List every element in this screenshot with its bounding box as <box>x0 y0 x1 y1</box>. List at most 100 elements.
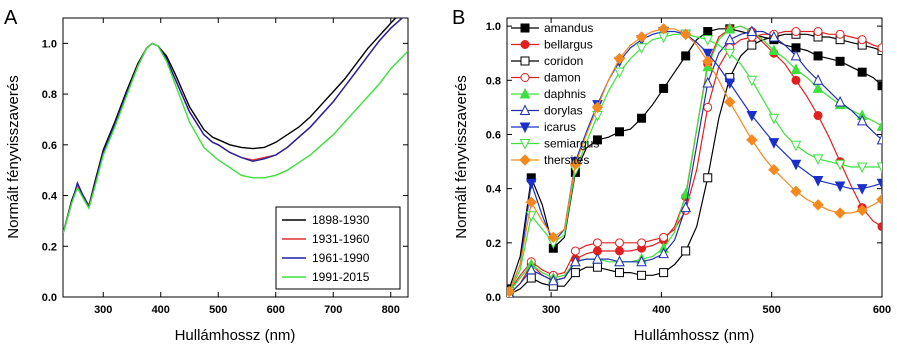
series-line-semiargus <box>508 33 882 292</box>
y-tick-label: 0.6 <box>486 129 501 141</box>
data-point-coridon <box>681 246 691 256</box>
plot-frame-b <box>506 17 883 298</box>
data-point-thersites <box>525 196 537 208</box>
data-point-amandus <box>659 83 669 93</box>
data-point-coridon <box>615 268 624 278</box>
y-axis-label-a: Normált fényvisszaverés <box>5 75 22 238</box>
data-point-damon <box>877 43 882 53</box>
data-point-semiargus <box>724 48 736 60</box>
x-tick-label: 300 <box>542 304 560 316</box>
data-point-thersites <box>507 285 515 297</box>
data-point-damon <box>703 102 713 112</box>
data-point-damon <box>857 35 867 45</box>
data-point-damon <box>791 27 801 37</box>
data-point-dorylas <box>525 263 537 275</box>
data-point-thersites <box>591 101 604 114</box>
legend-swatch-marker <box>519 139 531 150</box>
data-point-damon <box>592 238 602 248</box>
y-tick-label: 0.4 <box>42 191 58 203</box>
series-line-1898-1930 <box>63 18 397 234</box>
data-point-thersites <box>812 199 824 211</box>
legend-swatch-marker <box>519 104 531 115</box>
series-dorylas <box>507 25 882 297</box>
x-axis-label-a: Hullámhossz (nm) <box>175 327 296 344</box>
data-point-semiargus <box>768 113 780 125</box>
legend-entry: coridon <box>544 54 583 68</box>
legend-entry: bellargus <box>544 38 593 52</box>
y-tick-label: 0.4 <box>486 184 502 196</box>
data-point-semiargus <box>834 159 846 171</box>
series-line-1961-1990 <box>63 18 404 234</box>
x-tick-label: 300 <box>94 304 112 316</box>
x-tick-label: 800 <box>382 304 400 316</box>
data-point-amandus <box>592 135 602 145</box>
data-point-daphnis <box>876 120 882 131</box>
data-point-thersites <box>569 158 582 170</box>
data-point-coridon <box>592 262 602 272</box>
data-point-damon <box>835 29 845 39</box>
data-point-thersites <box>657 23 670 35</box>
data-point-icarus <box>702 48 714 60</box>
series-damon <box>507 27 882 297</box>
data-point-icarus <box>834 181 846 193</box>
data-point-icarus <box>768 138 780 149</box>
data-point-icarus <box>525 178 537 190</box>
data-point-dorylas <box>724 33 736 45</box>
legend-entry: 1898-1930 <box>312 213 370 227</box>
data-point-amandus <box>813 51 823 61</box>
y-tick-label: 0.6 <box>42 140 57 152</box>
data-point-dorylas <box>876 133 882 145</box>
data-point-semiargus <box>636 43 647 54</box>
data-point-bellargus <box>877 222 882 232</box>
data-point-daphnis <box>768 44 780 56</box>
legend-b: amandus bellargus coridon damon daphnis doryl… <box>511 21 599 167</box>
data-point-coridon <box>570 268 580 278</box>
data-point-semiargus <box>876 162 882 174</box>
legend-swatch-marker <box>520 56 530 66</box>
data-point-semiargus <box>812 154 824 165</box>
chart-panel-a: A 300 400 500 600 700 800 0.0 0.2 0.4 0.6 0.8 1.0 H… <box>4 7 409 344</box>
data-point-icarus <box>790 159 802 171</box>
data-point-dorylas <box>658 247 669 259</box>
x-tick-label: 400 <box>152 304 170 316</box>
data-point-semiargus <box>746 75 758 87</box>
x-tick-label: 700 <box>324 304 342 316</box>
y-tick-label: 0.8 <box>486 75 501 87</box>
legend-swatch-marker <box>519 87 531 99</box>
legend-swatch-marker <box>519 154 531 166</box>
data-point-damon <box>615 238 624 248</box>
data-point-amandus <box>681 51 691 61</box>
y-tick-label: 1.0 <box>486 21 501 33</box>
y-tick-label: 1.0 <box>42 38 57 50</box>
data-point-damon <box>813 27 823 37</box>
x-tick-label: 600 <box>873 304 891 316</box>
data-point-dorylas <box>768 30 780 42</box>
legend-entry: dorylas <box>544 104 583 118</box>
data-point-bellargus <box>615 246 624 256</box>
series-line-1991-2015 <box>63 42 408 234</box>
data-point-coridon <box>659 268 669 278</box>
axis-ticks-a: 300 400 500 600 700 800 0.0 0.2 0.4 0.6 0.8 1.0 <box>42 18 408 316</box>
data-point-bellargus <box>813 111 823 121</box>
series-group-a <box>63 18 408 234</box>
series-group-b <box>507 22 882 297</box>
x-tick-label: 400 <box>652 304 670 316</box>
legend-swatch-marker <box>519 122 531 134</box>
data-point-thersites <box>613 52 626 65</box>
legend-entry: daphnis <box>544 87 586 101</box>
data-point-thersites <box>768 163 780 176</box>
data-point-coridon <box>526 273 536 283</box>
y-tick-label: 0.8 <box>42 89 57 101</box>
data-point-thersites <box>724 96 736 108</box>
data-point-semiargus <box>856 162 868 174</box>
data-point-damon <box>570 246 580 256</box>
data-point-damon <box>659 232 669 242</box>
x-axis-label-b: Hullámhossz (nm) <box>634 327 755 344</box>
data-point-dorylas <box>570 255 581 267</box>
data-point-dorylas <box>746 25 758 37</box>
data-point-thersites <box>746 134 758 146</box>
legend-entry: 1991-2015 <box>312 270 370 284</box>
chart-panel-b: B 300 400 500 600 0.0 0.2 0.4 0.6 0.8 1.0 Hullámh… <box>452 7 891 344</box>
data-point-icarus <box>724 78 736 90</box>
data-point-thersites <box>856 204 868 217</box>
